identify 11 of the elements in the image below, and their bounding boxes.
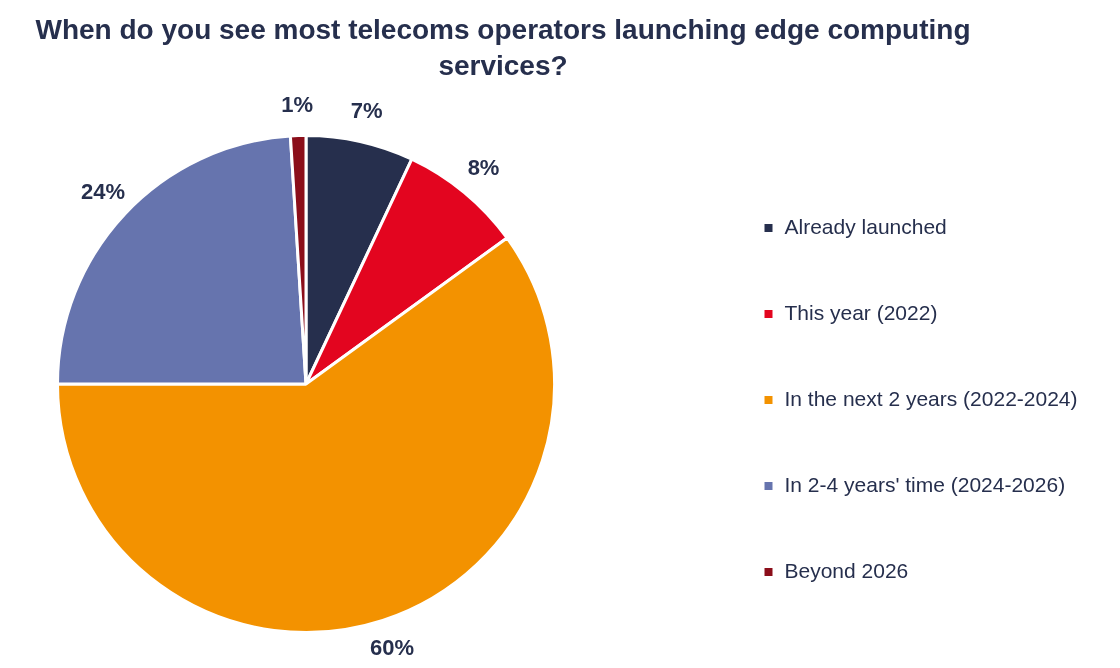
legend-label: This year (2022) <box>784 300 938 324</box>
legend-label: In 2-4 years' time (2024-2026) <box>784 472 1066 496</box>
data-label: 24% <box>80 179 126 205</box>
legend-label: In the next 2 years (2022-2024) <box>784 386 1078 410</box>
data-label: 60% <box>370 634 415 660</box>
data-label: 8% <box>467 155 500 181</box>
data-label: 7% <box>350 98 383 124</box>
legend-label: Beyond 2026 <box>784 558 909 582</box>
chart-title: When do you see most telecoms operators launching edge computing services? <box>34 13 972 83</box>
data-label: 1% <box>281 91 314 117</box>
legend-label: Already launched <box>784 214 947 238</box>
